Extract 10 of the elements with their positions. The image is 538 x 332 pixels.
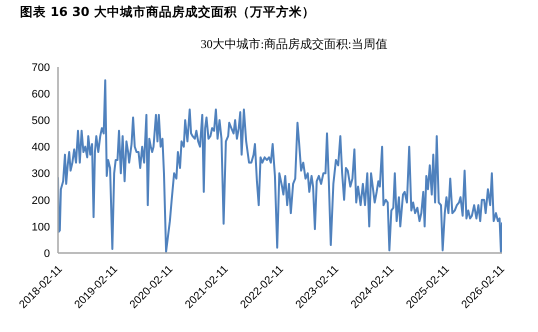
chart-subtitle: 30大中城市:商品房成交面积:当周值 bbox=[200, 36, 388, 53]
y-tick-label: 700 bbox=[32, 62, 50, 74]
y-tick-label: 100 bbox=[32, 221, 50, 234]
chart-title: 图表 16 30 大中城市商品房成交面积（万平方米） bbox=[20, 4, 315, 21]
y-tick-label: 600 bbox=[32, 88, 50, 100]
y-tick-label: 400 bbox=[32, 142, 50, 154]
y-tick-label: 0 bbox=[44, 248, 50, 260]
y-tick-label: 200 bbox=[32, 194, 50, 207]
y-tick-label: 500 bbox=[32, 115, 50, 128]
y-tick-label: 300 bbox=[32, 168, 50, 180]
